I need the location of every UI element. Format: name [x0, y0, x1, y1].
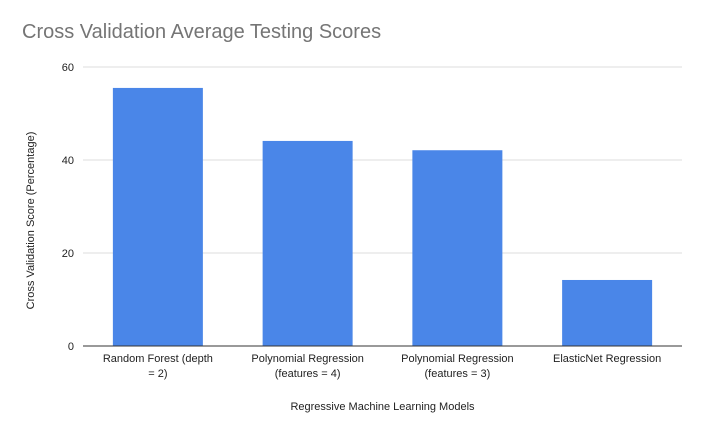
- x-axis-title: Regressive Machine Learning Models: [290, 401, 475, 413]
- x-tick-label: Polynomial Regression (features = 4): [251, 353, 364, 380]
- y-tick-label: 0: [68, 341, 74, 353]
- y-axis-title: Cross Validation Score (Percentage): [25, 132, 37, 310]
- x-tick-label: Polynomial Regression (features = 3): [401, 353, 514, 380]
- chart-title: Cross Validation Average Testing Scores: [22, 21, 382, 43]
- bar: [262, 140, 353, 346]
- bar: [412, 150, 503, 346]
- x-tick-label: Random Forest (depth = 2): [103, 353, 213, 380]
- bar: [562, 279, 653, 346]
- y-tick-label: 60: [62, 62, 74, 74]
- x-tick-label: ElasticNet Regression: [553, 353, 661, 365]
- y-tick-label: 20: [62, 248, 74, 260]
- bar: [112, 87, 203, 347]
- y-tick-label: 40: [62, 155, 74, 167]
